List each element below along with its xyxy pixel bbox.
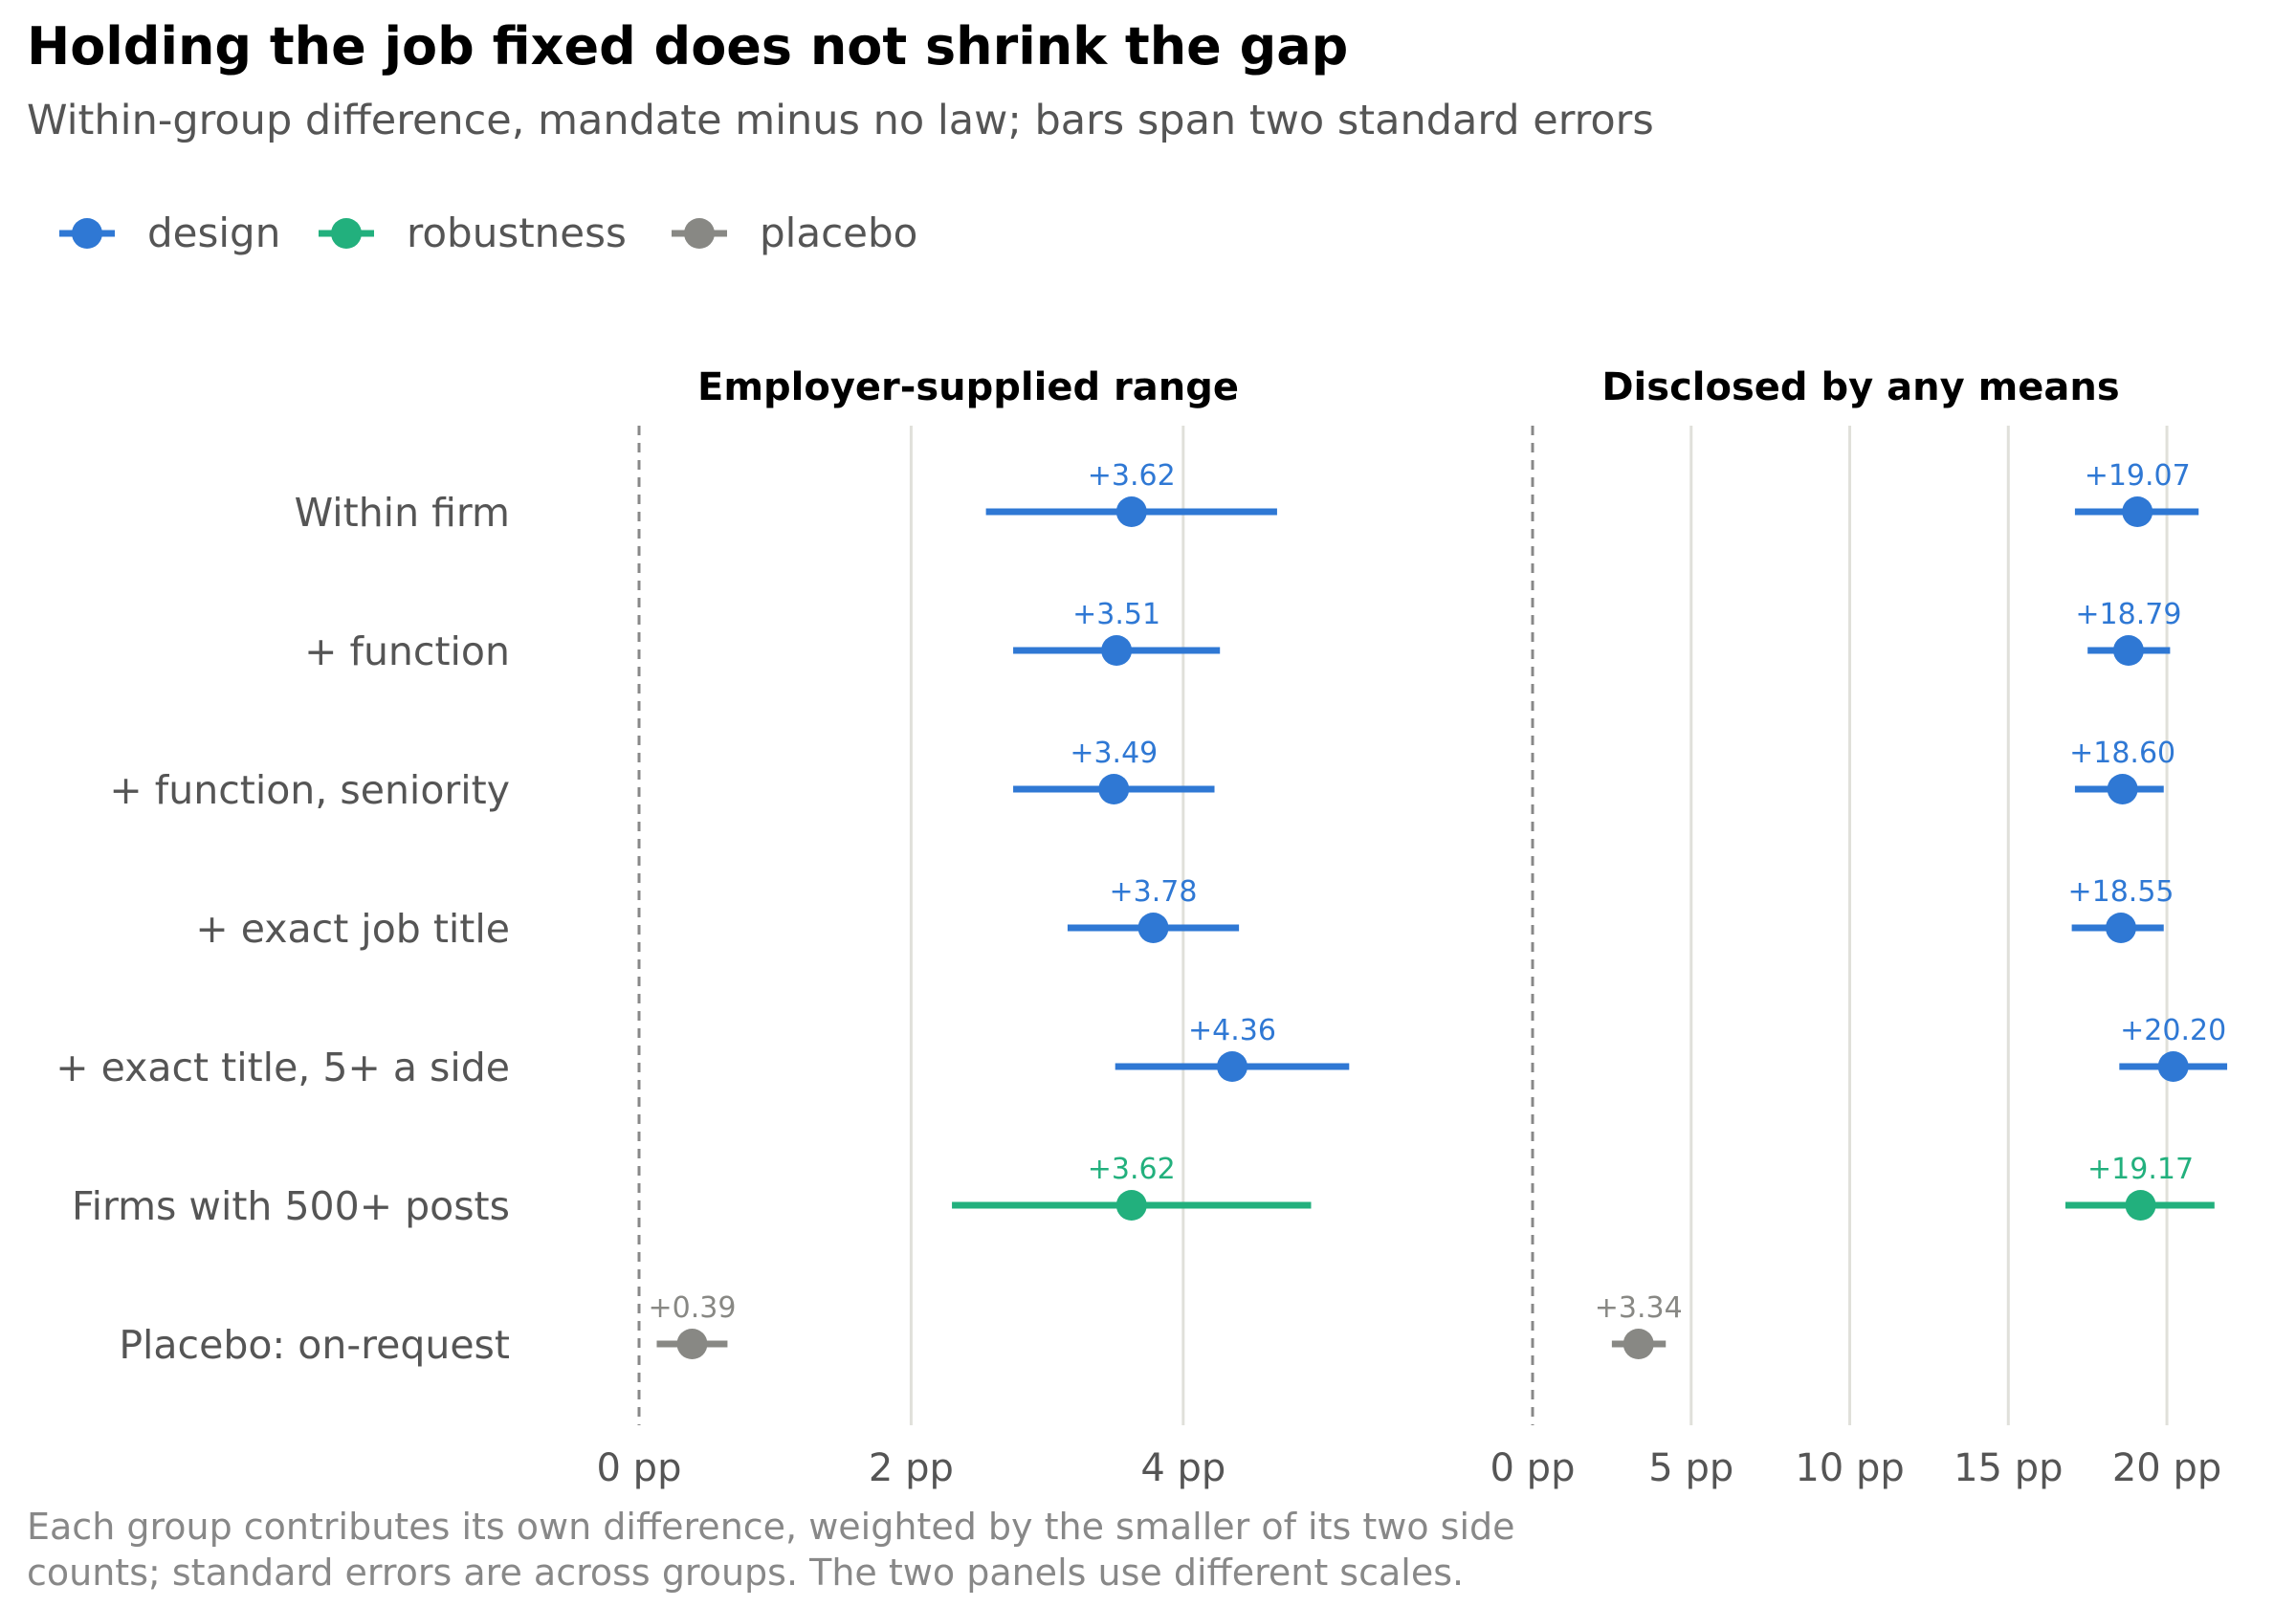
x-tick-label: 0 pp (1490, 1446, 1576, 1490)
row-label-within-firm: Within firm (295, 490, 510, 536)
grid-lines (1531, 426, 2169, 1425)
data-label: +18.79 (2075, 598, 2181, 631)
chart-subtitle: Within-group difference, mandate minus n… (27, 97, 1654, 144)
x-tick-label: 10 pp (1795, 1446, 1904, 1490)
x-tick-label: 4 pp (1140, 1446, 1225, 1490)
data-label: +19.17 (2087, 1153, 2194, 1186)
panel-disclosed-by-any-means: Disclosed by any means +19.07 +18.79 +18.6… (1490, 365, 2228, 1490)
point-estimate (1098, 774, 1130, 804)
row-label-firms-with-500-posts: Firms with 500+ posts (72, 1183, 510, 1229)
data-label: +3.34 (1595, 1291, 1683, 1325)
row-label-placebo-on-request: Placebo: on-request (119, 1322, 510, 1368)
legend-label-design: design (147, 209, 280, 256)
panel-employer-supplied-range: Employer-supplied range +3.62+3.51+3.49+… (597, 365, 1350, 1490)
data-label: +3.62 (1088, 1153, 1176, 1186)
legend-entry-design: design (59, 209, 280, 256)
row-label-function-seniority: + function, seniority (109, 767, 510, 813)
data-label: +19.07 (2085, 459, 2191, 493)
panel-marks: +19.07 +18.79 +18.60 +18.55 +20.20 +19.17 +3.3… (1595, 459, 2228, 1359)
x-tick-label: 0 pp (597, 1446, 682, 1490)
x-tick-label: 5 pp (1648, 1446, 1733, 1490)
row-label-exact-title-5-a-side: + exact title, 5+ a side (55, 1045, 510, 1090)
x-tick-label: 20 pp (2112, 1446, 2221, 1490)
point-estimate (2122, 496, 2153, 527)
data-label: +20.20 (2120, 1014, 2226, 1047)
point-estimate (2157, 1051, 2189, 1082)
chart-title: Holding the job fixed does not shrink th… (27, 16, 1348, 77)
legend-entry-robustness: robustness (319, 209, 627, 256)
data-label: +3.51 (1072, 598, 1160, 631)
data-label: +18.55 (2067, 875, 2174, 909)
point-estimate (1115, 1190, 1147, 1221)
point-estimate (1115, 496, 1147, 527)
legend-swatch-dot (72, 218, 102, 249)
point-estimate (2112, 635, 2144, 666)
legend-label-robustness: robustness (407, 209, 627, 256)
legend: design robustness placebo (59, 209, 917, 256)
point-estimate (1623, 1329, 1654, 1359)
x-tick-labels: 0 pp 5 pp 10 pp 15 pp 20 pp (1490, 1446, 2222, 1490)
caption-line-2: counts; standard errors are across group… (27, 1552, 1464, 1594)
x-tick-labels: 0 pp 2 pp 4 pp (597, 1446, 1226, 1490)
data-label: +3.49 (1070, 737, 1158, 770)
point-estimate (2107, 774, 2138, 804)
point-estimate (1137, 913, 1169, 943)
row-label-exact-job-title: + exact job title (195, 906, 510, 952)
panel-marks: +3.62 +3.51 +3.49 +3.78 +4.36 +3.62 +0.39 (648, 459, 1350, 1359)
point-estimate (1101, 635, 1133, 666)
row-label-function: + function (304, 628, 510, 674)
legend-label-placebo: placebo (760, 209, 917, 256)
point-estimate (2105, 913, 2136, 943)
panel-title: Disclosed by any means (1601, 365, 2119, 409)
point-estimate (676, 1329, 708, 1359)
panel-title: Employer-supplied range (697, 365, 1239, 409)
point-estimate (2125, 1190, 2156, 1221)
data-label: +0.39 (648, 1291, 736, 1325)
row-labels: Within firm + function + function, seniori… (55, 490, 510, 1368)
x-tick-label: 15 pp (1954, 1446, 2063, 1490)
data-label: +18.60 (2069, 737, 2175, 770)
x-tick-label: 2 pp (869, 1446, 954, 1490)
legend-swatch-dot (331, 218, 362, 249)
data-label: +3.78 (1110, 875, 1198, 909)
legend-entry-placebo: placebo (672, 209, 917, 256)
caption-line-1: Each group contributes its own differenc… (27, 1506, 1515, 1548)
point-estimate (1217, 1051, 1248, 1082)
data-label: +4.36 (1188, 1014, 1276, 1047)
legend-swatch-dot (684, 218, 715, 249)
data-label: +3.62 (1088, 459, 1176, 493)
